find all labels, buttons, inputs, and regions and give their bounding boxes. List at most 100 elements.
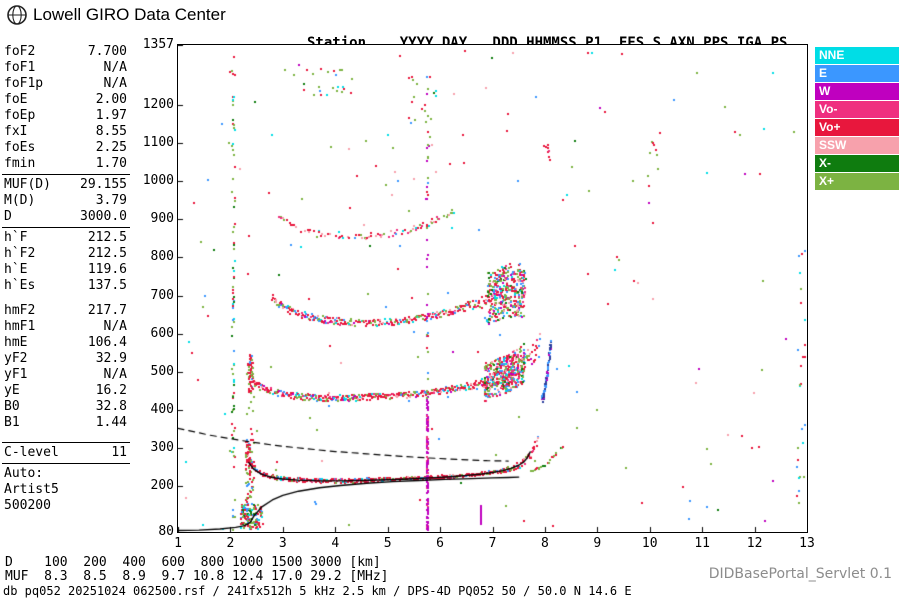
parameter-label: MUF(D) bbox=[4, 177, 51, 192]
parameter-label: foEp bbox=[4, 108, 36, 123]
parameter-label: h`F bbox=[4, 230, 28, 245]
parameter-row: hmF1 N/A bbox=[2, 319, 130, 335]
parameter-label: hmF2 bbox=[4, 303, 36, 318]
parameter-value: 106.4 bbox=[87, 335, 127, 350]
parameter-label: h`E bbox=[4, 262, 28, 277]
parameter-row: M(D) 3.79 bbox=[2, 193, 130, 209]
parameter-value: 1.44 bbox=[95, 415, 127, 430]
parameter-value: 212.5 bbox=[87, 230, 127, 245]
parameter-row: yF2 32.9 bbox=[2, 351, 130, 367]
parameter-row: foE 2.00 bbox=[2, 92, 130, 108]
parameter-row: foEs 2.25 bbox=[2, 140, 130, 156]
parameter-label: h`Es bbox=[4, 278, 36, 293]
legend-label: W bbox=[819, 84, 831, 98]
legend-item-ssw: SSW bbox=[815, 137, 899, 154]
parameter-label: foEs bbox=[4, 140, 36, 155]
parameter-row: h`F2 212.5 bbox=[2, 246, 130, 262]
legend-item-nne: NNE bbox=[815, 47, 899, 64]
parameter-label: hmE bbox=[4, 335, 28, 350]
y-axis-tick-label: 80 bbox=[158, 524, 174, 539]
parameter-label: B0 bbox=[4, 399, 20, 414]
parameter-value: 3000.0 bbox=[80, 209, 127, 224]
parameter-label: D bbox=[4, 209, 12, 224]
x-axis-tick-label: 5 bbox=[383, 536, 392, 551]
x-axis-tick-label: 3 bbox=[278, 536, 287, 551]
parameter-value: 32.9 bbox=[95, 351, 127, 366]
legend-item-vo-minus: Vo- bbox=[815, 101, 899, 118]
parameter-label: foF1p bbox=[4, 76, 44, 91]
y-axis-tick-label: 1200 bbox=[142, 96, 174, 112]
legend-label: Vo+ bbox=[819, 120, 841, 134]
parameter-value: 2.25 bbox=[95, 140, 127, 155]
parameter-label: fmin bbox=[4, 156, 36, 171]
parameter-gap bbox=[2, 294, 130, 303]
parameter-row: 500200 bbox=[2, 498, 130, 514]
parameter-row: D 3000.0 bbox=[2, 209, 130, 225]
parameter-value: N/A bbox=[103, 367, 127, 382]
parameter-value: 3.79 bbox=[95, 193, 127, 208]
parameter-row: C-level 11 bbox=[2, 445, 130, 461]
y-axis-tick-label: 400 bbox=[150, 401, 174, 417]
parameter-value: N/A bbox=[103, 60, 127, 75]
parameter-row: Artist5 bbox=[2, 482, 130, 498]
legend-label: SSW bbox=[819, 138, 847, 152]
parameter-row: foF1 N/A bbox=[2, 60, 130, 76]
file-info-line: db pq052 20251024 062500.rsf / 241fx512h… bbox=[3, 584, 632, 598]
parameter-row: yF1 N/A bbox=[2, 367, 130, 383]
legend-label: NNE bbox=[819, 48, 845, 62]
parameter-value: N/A bbox=[103, 76, 127, 91]
y-axis-tick-label: 500 bbox=[150, 363, 174, 379]
parameter-label: C-level bbox=[4, 445, 59, 460]
parameter-value: 29.155 bbox=[80, 177, 127, 192]
y-axis-tick-label: 200 bbox=[150, 478, 174, 494]
parameter-value: 11 bbox=[111, 445, 127, 460]
parameter-row: fmin 1.70 bbox=[2, 156, 130, 172]
legend-item-x-minus: X- bbox=[815, 155, 899, 172]
muf-scale-row: MUF 8.3 8.5 8.9 9.7 10.8 12.4 17.0 29.2 … bbox=[5, 569, 389, 584]
parameter-label: foE bbox=[4, 92, 28, 107]
parameter-panel: foF2 7.700 foF1 N/A foF1p N/A foE 2.00 foEp 1.97 f… bbox=[2, 44, 130, 514]
parameter-label: M(D) bbox=[4, 193, 36, 208]
x-axis-tick-label: 2 bbox=[226, 536, 235, 551]
servlet-version: DIDBasePortal_Servlet 0.1 bbox=[708, 566, 892, 582]
parameter-row: foF2 7.700 bbox=[2, 44, 130, 60]
parameter-value: 1.97 bbox=[95, 108, 127, 123]
legend-label: Vo- bbox=[819, 102, 838, 116]
parameter-label: Auto: bbox=[4, 466, 44, 481]
logo-text: Lowell GIRO Data Center bbox=[33, 5, 226, 24]
parameter-value: 32.8 bbox=[95, 399, 127, 414]
parameter-separator bbox=[2, 442, 130, 443]
x-axis-tick-label: 6 bbox=[436, 536, 444, 551]
y-axis-tick-label: 900 bbox=[150, 211, 174, 227]
parameter-value: 16.2 bbox=[95, 383, 127, 398]
parameter-value: 119.6 bbox=[87, 262, 127, 277]
x-axis-tick-label: 10 bbox=[641, 536, 658, 551]
parameter-separator bbox=[2, 227, 130, 228]
y-axis-tick-label: 1000 bbox=[142, 173, 174, 189]
y-axis-tick-label: 1357 bbox=[142, 37, 174, 52]
x-axis-tick-label: 4 bbox=[331, 536, 340, 551]
parameter-label: fxI bbox=[4, 124, 28, 139]
legend-item-vo-plus: Vo+ bbox=[815, 119, 899, 136]
parameter-label: foF1 bbox=[4, 60, 36, 75]
parameter-value: 7.700 bbox=[87, 44, 127, 59]
parameter-label: 500200 bbox=[4, 498, 51, 513]
d-scale-row: D 100 200 400 600 800 1000 1500 3000 [km… bbox=[5, 555, 381, 570]
parameter-value: 212.5 bbox=[87, 246, 127, 261]
parameter-value: 2.00 bbox=[95, 92, 127, 107]
x-axis-tick-label: 7 bbox=[488, 536, 497, 551]
parameter-separator bbox=[2, 463, 130, 464]
x-axis-tick-label: 1 bbox=[174, 536, 182, 551]
legend-item-e: E bbox=[815, 65, 899, 82]
parameter-value: 217.7 bbox=[87, 303, 127, 318]
y-axis-tick-label: 700 bbox=[150, 287, 174, 303]
parameter-label: foF2 bbox=[4, 44, 36, 59]
x-axis-tick-label: 12 bbox=[746, 536, 763, 551]
ionogram-canvas bbox=[178, 45, 807, 532]
y-axis-tick-label: 600 bbox=[150, 325, 174, 341]
legend-item-w: W bbox=[815, 83, 899, 100]
y-axis-tick-label: 300 bbox=[150, 440, 174, 456]
parameter-value: 137.5 bbox=[87, 278, 127, 293]
parameter-row: MUF(D) 29.155 bbox=[2, 177, 130, 193]
legend-label: E bbox=[819, 66, 828, 80]
